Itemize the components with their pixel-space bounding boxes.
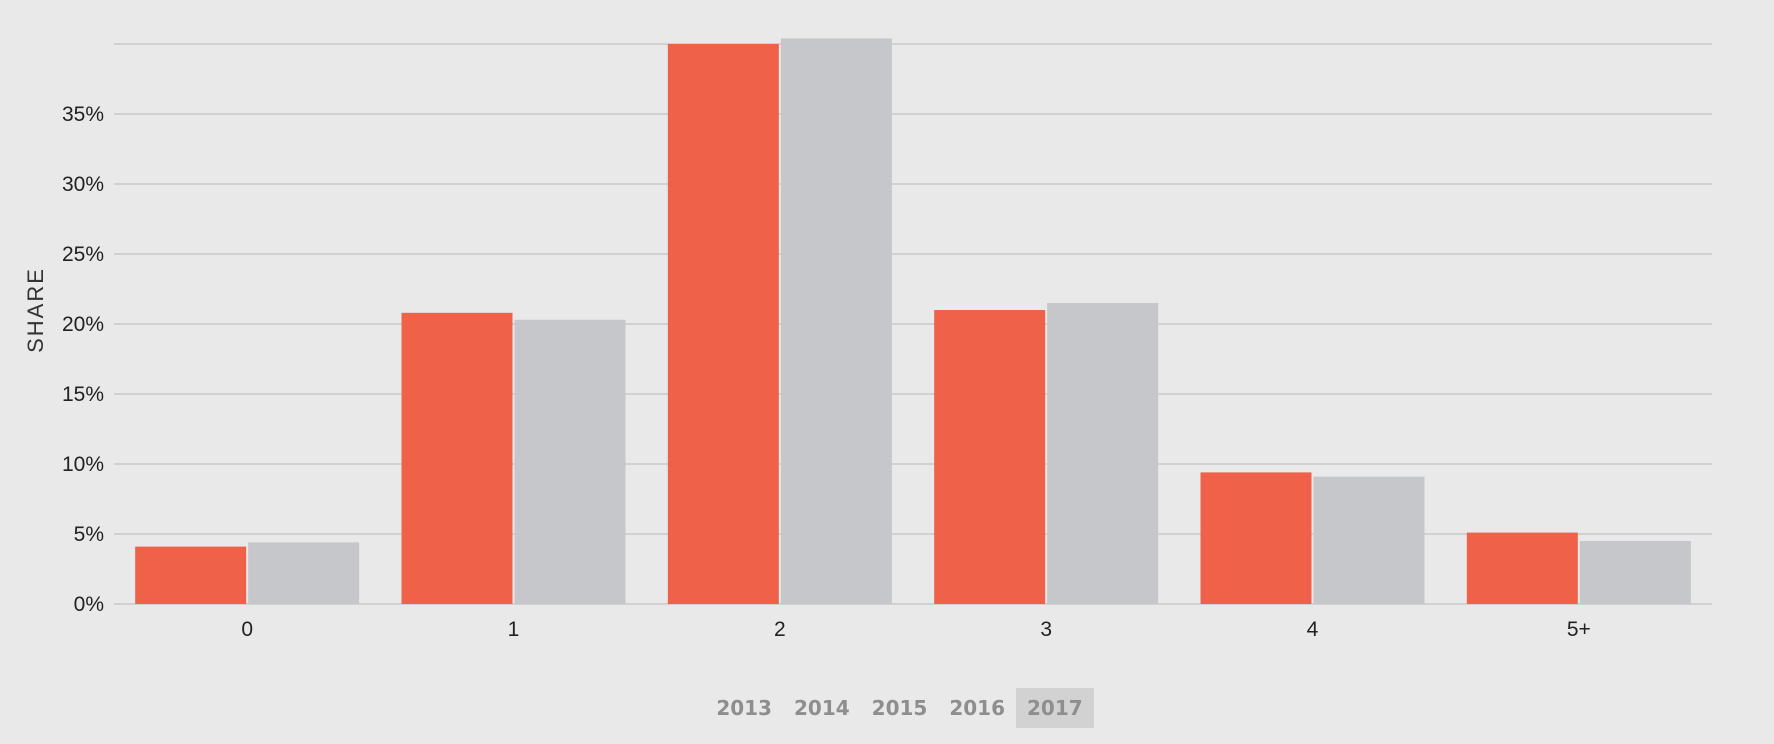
year-button-2013[interactable]: 2013 bbox=[716, 696, 772, 720]
year-button-2014[interactable]: 2014 bbox=[793, 696, 850, 720]
bar-primary-4 bbox=[1200, 472, 1312, 604]
x-tick-label: 1 bbox=[508, 618, 520, 641]
bar-primary-1 bbox=[401, 312, 513, 604]
bar-secondary-0 bbox=[248, 542, 360, 604]
y-tick-label: 20% bbox=[62, 313, 104, 336]
year-selector: 2013 2014 2015 2016 2017 bbox=[0, 688, 1774, 728]
year-button-2016[interactable]: 2016 bbox=[949, 696, 1005, 720]
y-tick-label: 15% bbox=[62, 383, 104, 406]
x-tick-label: 3 bbox=[1040, 618, 1052, 641]
x-tick-label: 0 bbox=[241, 618, 253, 641]
x-tick-label: 2 bbox=[774, 618, 786, 641]
x-tick-label: 5+ bbox=[1567, 618, 1591, 641]
y-tick-label: 30% bbox=[62, 173, 104, 196]
year-button-2015[interactable]: 2015 bbox=[871, 696, 928, 720]
bar-secondary-2 bbox=[780, 38, 892, 604]
bar-primary-3 bbox=[934, 310, 1046, 604]
bar-primary-2 bbox=[667, 44, 779, 604]
year-button-2017[interactable]: 2017 bbox=[1016, 688, 1094, 728]
bar-secondary-3 bbox=[1047, 303, 1159, 604]
y-tick-label: 0% bbox=[74, 593, 104, 616]
bar-secondary-5 bbox=[1579, 541, 1691, 604]
y-tick-label: 5% bbox=[74, 523, 104, 546]
y-tick-label: 35% bbox=[62, 103, 104, 126]
y-tick-label: 25% bbox=[62, 243, 104, 266]
bar-primary-0 bbox=[135, 546, 247, 604]
y-axis-title: SHARE bbox=[23, 267, 48, 353]
y-tick-label: 10% bbox=[62, 453, 104, 476]
bar-primary-5 bbox=[1466, 532, 1578, 604]
bar-secondary-4 bbox=[1313, 476, 1425, 604]
x-tick-label: 4 bbox=[1307, 618, 1319, 641]
bar-secondary-1 bbox=[514, 319, 626, 604]
